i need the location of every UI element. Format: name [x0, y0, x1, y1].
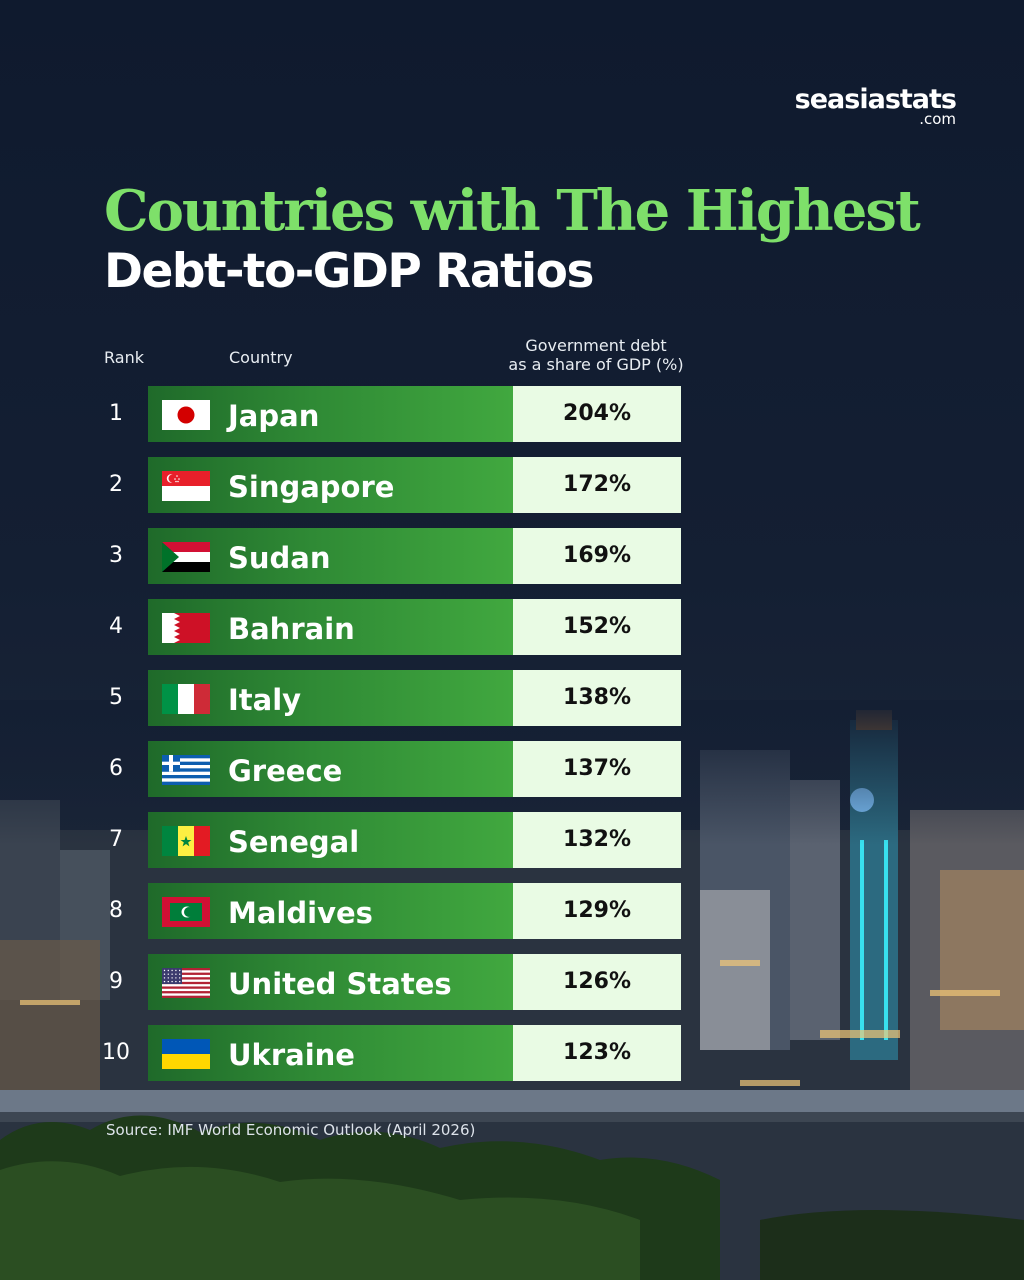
- rank-number: 10: [102, 1040, 130, 1065]
- rank-number: 9: [109, 969, 123, 994]
- country-bar: Maldives: [148, 883, 513, 939]
- country-name: Greece: [228, 754, 343, 788]
- rank-number: 4: [109, 614, 123, 639]
- rank-number: 7: [109, 827, 123, 852]
- table-row: 5 Italy 138%: [0, 670, 700, 726]
- rank-number: 5: [109, 685, 123, 710]
- country-bar: United States: [148, 954, 513, 1010]
- debt-ratio-value: 172%: [513, 457, 681, 513]
- country-name: Italy: [228, 683, 302, 717]
- debt-ratio-value: 169%: [513, 528, 681, 584]
- country-bar: Senegal: [148, 812, 513, 868]
- us-flag-icon: [162, 968, 210, 998]
- debt-ratio-value: 204%: [513, 386, 681, 442]
- table-row: 4 Bahrain 152%: [0, 599, 700, 655]
- table-row: 6 Greece 137%: [0, 741, 700, 797]
- country-name: Senegal: [228, 825, 360, 859]
- country-name: United States: [228, 967, 452, 1001]
- table-row: 3 Sudan 169%: [0, 528, 700, 584]
- rank-number: 8: [109, 898, 123, 923]
- country-name: Ukraine: [228, 1038, 355, 1072]
- rank-number: 3: [109, 543, 123, 568]
- table-row: 7 Senegal 132%: [0, 812, 700, 868]
- country-name: Maldives: [228, 896, 373, 930]
- country-bar: Bahrain: [148, 599, 513, 655]
- debt-ratio-value: 132%: [513, 812, 681, 868]
- country-bar: Singapore: [148, 457, 513, 513]
- country-bar: Ukraine: [148, 1025, 513, 1081]
- country-bar: Sudan: [148, 528, 513, 584]
- page-title-line1: Countries with The Highest: [104, 178, 921, 244]
- source-note: Source: IMF World Economic Outlook (Apri…: [106, 1121, 476, 1139]
- debt-ratio-value: 129%: [513, 883, 681, 939]
- brand-name: seasiastats: [794, 84, 957, 115]
- country-bar: Greece: [148, 741, 513, 797]
- greece-flag-icon: [162, 755, 210, 785]
- ukraine-flag-icon: [162, 1039, 210, 1069]
- debt-ratio-value: 138%: [513, 670, 681, 726]
- city-skyline-background: [0, 700, 1024, 1280]
- table-row: 8 Maldives 129%: [0, 883, 700, 939]
- country-bar: Japan: [148, 386, 513, 442]
- country-name: Sudan: [228, 541, 331, 575]
- column-header-value-line1: Government debt: [525, 336, 667, 355]
- column-header-value-line2: as a share of GDP (%): [508, 355, 684, 374]
- table-row: 2 Singapore 172%: [0, 457, 700, 513]
- senegal-flag-icon: [162, 826, 210, 856]
- column-header-rank: Rank: [104, 348, 144, 367]
- rank-number: 6: [109, 756, 123, 781]
- debt-ratio-value: 123%: [513, 1025, 681, 1081]
- table-row: 1 Japan 204%: [0, 386, 700, 442]
- country-bar: Italy: [148, 670, 513, 726]
- maldives-flag-icon: [162, 897, 210, 927]
- brand-logo: seasiastats .com: [794, 84, 957, 128]
- singapore-flag-icon: [162, 471, 210, 501]
- debt-ratio-value: 152%: [513, 599, 681, 655]
- debt-ratio-value: 126%: [513, 954, 681, 1010]
- rank-number: 2: [109, 472, 123, 497]
- italy-flag-icon: [162, 684, 210, 714]
- sudan-flag-icon: [162, 542, 210, 572]
- debt-ratio-value: 137%: [513, 741, 681, 797]
- column-header-country: Country: [229, 348, 293, 367]
- bahrain-flag-icon: [162, 613, 210, 643]
- table-row: 10 Ukraine 123%: [0, 1025, 700, 1081]
- rank-number: 1: [109, 401, 123, 426]
- country-name: Japan: [228, 399, 320, 433]
- column-header-value: Government debt as a share of GDP (%): [505, 336, 687, 374]
- page-title-line2: Debt-to-GDP Ratios: [104, 244, 594, 299]
- brand-domain: .com: [919, 110, 956, 128]
- table-row: 9 United States 126%: [0, 954, 700, 1010]
- country-name: Bahrain: [228, 612, 355, 646]
- japan-flag-icon: [162, 400, 210, 430]
- country-name: Singapore: [228, 470, 395, 504]
